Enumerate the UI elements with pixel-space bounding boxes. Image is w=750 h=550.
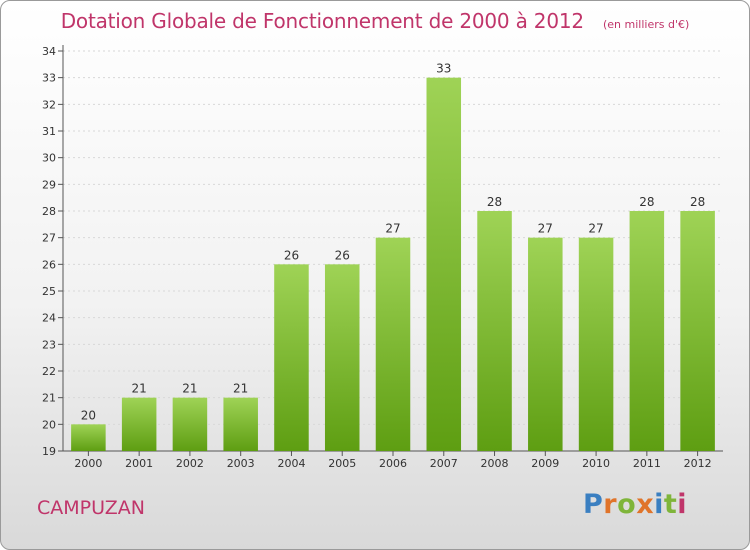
y-tick-label: 34: [42, 45, 56, 58]
bar-2010[interactable]: [578, 237, 614, 451]
bar-2007[interactable]: [426, 77, 462, 452]
data-label: 21: [132, 382, 147, 396]
data-label: 28: [639, 195, 654, 209]
chart-title: Dotation Globale de Fonctionnement de 20…: [60, 9, 584, 33]
y-tick-label: 27: [42, 232, 56, 245]
x-tick-label: 2006: [379, 457, 407, 470]
logo-letter: P: [583, 489, 604, 520]
proxiti-logo[interactable]: Proxiti: [583, 489, 687, 520]
x-tick-label: 2010: [582, 457, 610, 470]
data-label: 33: [436, 62, 451, 76]
y-tick-label: 25: [42, 285, 56, 298]
x-tick-label: 2002: [176, 457, 204, 470]
logo-letter: x: [636, 489, 655, 520]
x-tick-label: 2011: [633, 457, 661, 470]
bar-2000[interactable]: [71, 424, 106, 451]
bar-2006[interactable]: [375, 237, 411, 451]
bar-2008[interactable]: [477, 211, 512, 451]
y-tick-label: 31: [42, 125, 56, 138]
y-tick-label: 23: [42, 338, 56, 351]
y-tick-label: 33: [42, 72, 56, 85]
data-label: 27: [538, 222, 553, 236]
x-tick-label: 2008: [481, 457, 509, 470]
labels: 19 20 21 22 23 24 25 26 27 28 29 30 31 32 33 34 2000 20 20…: [42, 45, 712, 470]
bar-2004[interactable]: [274, 264, 309, 451]
x-tick-label: 2005: [328, 457, 356, 470]
logo-letter: r: [603, 489, 618, 520]
x-tick-label: 2009: [531, 457, 559, 470]
logo-letter: t: [663, 489, 678, 520]
data-label: 21: [233, 382, 248, 396]
bar-2009[interactable]: [528, 237, 563, 451]
y-tick-label: 29: [42, 178, 56, 191]
bar-2011[interactable]: [629, 211, 665, 451]
bar-2005[interactable]: [324, 264, 360, 451]
logo-letter: o: [617, 489, 637, 520]
x-tick-label: 2003: [227, 457, 255, 470]
data-label: 28: [487, 195, 502, 209]
logo-letter: i: [654, 489, 664, 520]
y-tick-label: 24: [42, 312, 56, 325]
x-tick-label: 2012: [684, 457, 712, 470]
data-label: 27: [588, 222, 603, 236]
data-label: 20: [81, 408, 96, 422]
data-label: 26: [335, 248, 350, 262]
y-tick-label: 22: [42, 365, 56, 378]
commune-name: CAMPUZAN: [37, 497, 145, 519]
bar-2003[interactable]: [223, 397, 258, 451]
y-tick-label: 26: [42, 258, 56, 271]
title-row: Dotation Globale de Fonctionnement de 20…: [1, 9, 749, 33]
y-tick-label: 30: [42, 152, 56, 165]
bar-2001[interactable]: [121, 397, 157, 451]
x-tick-label: 2007: [430, 457, 458, 470]
logo-letter: i: [677, 489, 688, 520]
y-tick-label: 28: [42, 205, 56, 218]
y-tick-label: 32: [42, 98, 56, 111]
y-tick-label: 20: [42, 418, 56, 431]
data-label: 26: [284, 248, 299, 262]
chart-subtitle: (en milliers d'€): [603, 18, 690, 31]
bar-2002[interactable]: [172, 397, 208, 451]
x-tick-label: 2004: [277, 457, 305, 470]
bar-2012[interactable]: [680, 211, 715, 451]
bars: [71, 77, 715, 452]
data-label: 21: [182, 382, 197, 396]
y-tick-label: 19: [42, 445, 56, 458]
data-label: 28: [690, 195, 705, 209]
data-label: 27: [385, 222, 400, 236]
x-tick-label: 2001: [125, 457, 153, 470]
x-tick-label: 2000: [74, 457, 102, 470]
y-tick-label: 21: [42, 392, 56, 405]
